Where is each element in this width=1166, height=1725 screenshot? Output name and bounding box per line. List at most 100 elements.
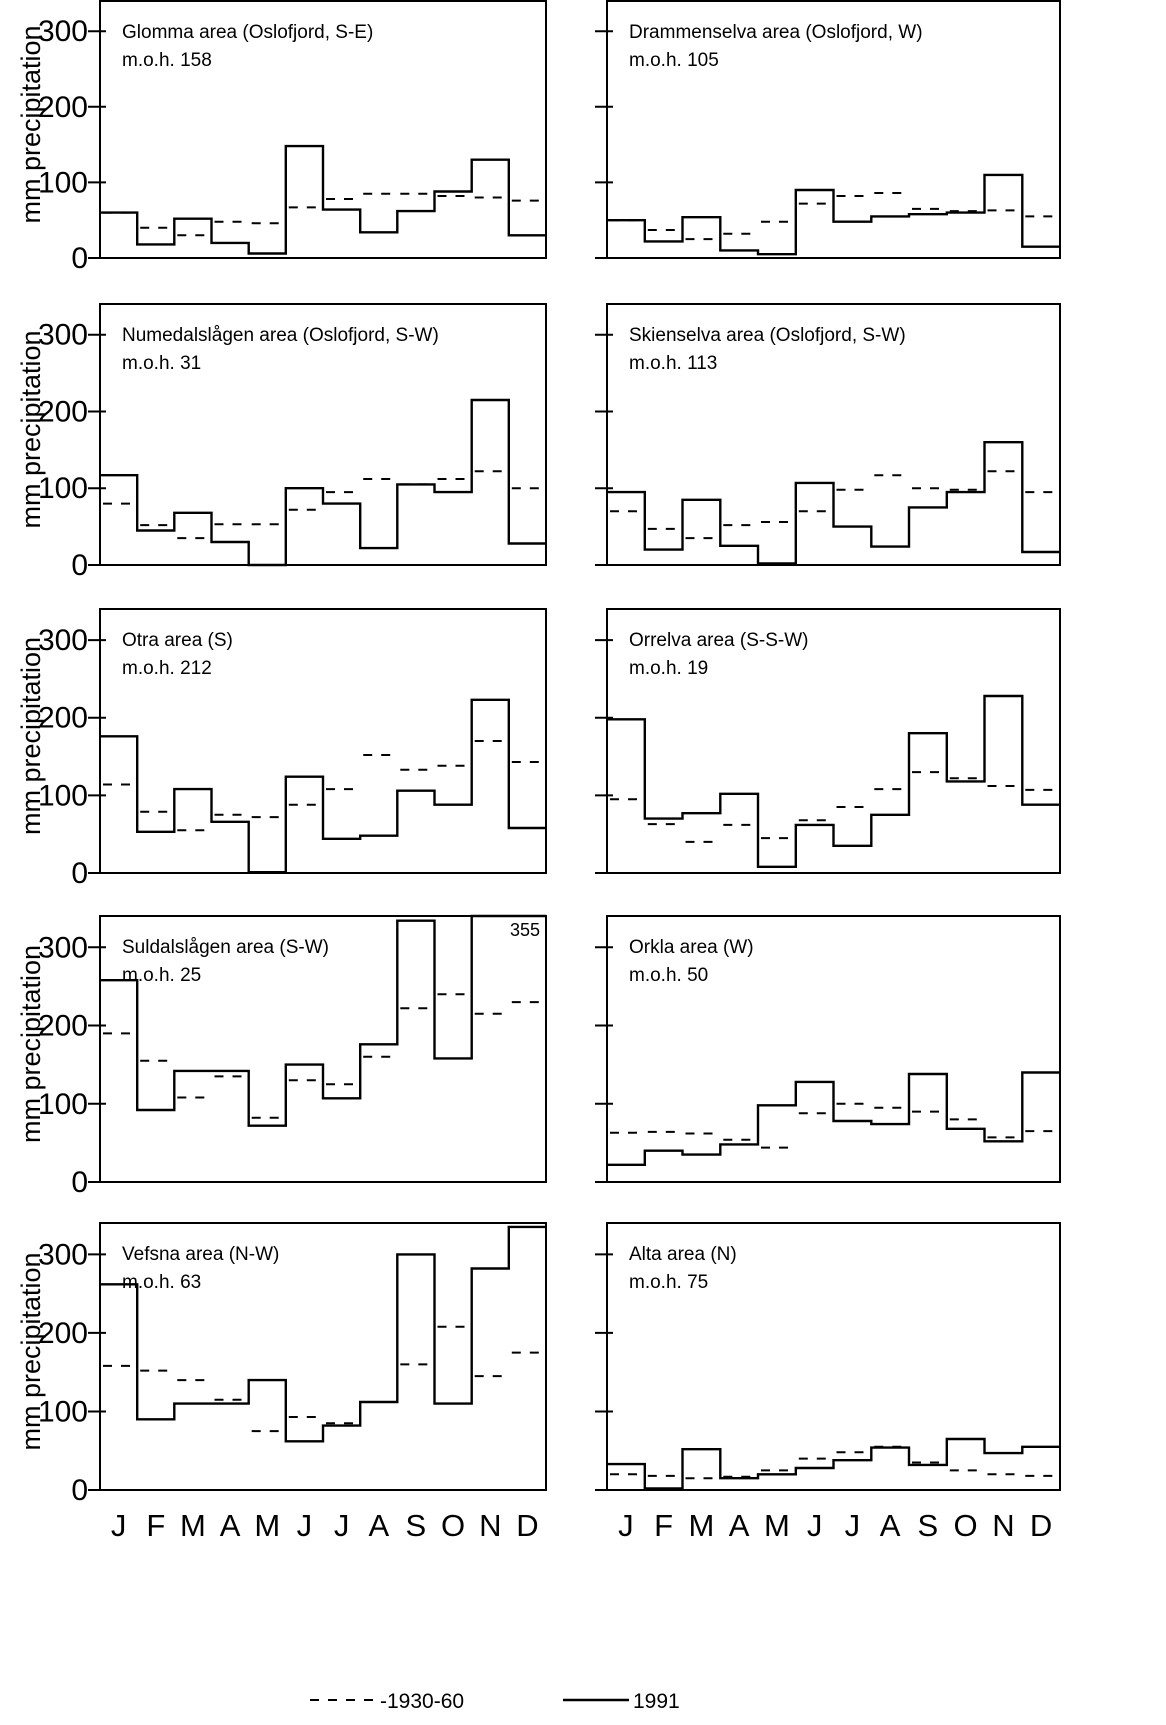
panel-8-ytick-label-0: 0 [71,1474,88,1507]
panel-0-ytick-label-100: 100 [38,166,88,199]
panel-2-ytick-label-300: 300 [38,319,88,352]
panel-8-ylabel: mm precipitation [16,1252,46,1450]
panel-0-moh: m.o.h. 158 [122,50,212,71]
panel-0-title: Glomma area (Oslofjord, S-E) [122,22,373,43]
panel-4-moh: m.o.h. 212 [122,658,212,679]
panel-3-title: Skienselva area (Oslofjord, S-W) [629,325,906,346]
panel-8-moh: m.o.h. 63 [122,1272,201,1293]
panel-4-title: Otra area (S) [122,630,233,651]
panel-6-moh: m.o.h. 25 [122,965,201,986]
panel-1-title: Drammenselva area (Oslofjord, W) [629,22,923,43]
panel-0-frame [99,0,547,259]
panel-8-obs-line [100,1225,546,1443]
panel-8-frame [99,1222,547,1491]
panel-8-xtick-9: O [441,1508,465,1543]
panel-7-moh: m.o.h. 50 [629,965,708,986]
panel-7-obs-line [607,1071,1060,1166]
panel-6-ylabel: mm precipitation [16,945,46,1143]
panel-4-ytick-label-100: 100 [38,779,88,812]
panel-2-title: Numedalslågen area (Oslofjord, S-W) [122,325,439,346]
panel-1-frame [606,0,1061,259]
panel-8-xtick-1: F [146,1508,165,1543]
panel-9-moh: m.o.h. 75 [629,1272,708,1293]
panel-8-xtick-0: J [111,1508,127,1543]
legend-label-normal: -1930-60 [380,1690,464,1713]
panel-6-title: Suldalslågen area (S-W) [122,937,329,958]
panel-8-xtick-8: S [406,1508,427,1543]
panel-0-ytick-label-0: 0 [71,242,88,275]
panel-1-moh: m.o.h. 105 [629,50,719,71]
panel-7: Orkla area (W) m.o.h. 50 [595,915,1061,1183]
panel-8-ytick-label-100: 100 [38,1396,88,1429]
panel-7-frame [606,915,1061,1183]
panel-1-obs-line [607,173,1060,256]
panel-4-frame [99,608,547,874]
panel-8-xtick-11: D [516,1508,538,1543]
panel-7-title: Orkla area (W) [629,937,754,958]
panel-8-xtick-3: A [220,1508,241,1543]
panel-3-obs-line [607,441,1060,565]
panel-9-xtick-7: A [880,1508,901,1543]
panel-4-ytick-label-0: 0 [71,857,88,890]
panel-2-ytick-label-200: 200 [38,396,88,429]
panel-9-obs-line [607,1437,1060,1490]
panel-6-annotation: 355 [510,920,540,940]
panel-8-title: Vefsna area (N-W) [122,1244,279,1265]
panel-3-frame [606,303,1061,566]
panel-9-xtick-5: J [807,1508,823,1543]
panel-5-title: Orrelva area (S-S-W) [629,630,808,651]
panel-2-obs-line [100,398,546,567]
panel-0-ytick-label-300: 300 [38,15,88,48]
panel-9-xtick-9: O [954,1508,978,1543]
panel-8-xtick-6: J [334,1508,350,1543]
panel-5: Orrelva area (S-S-W) m.o.h. 19 [595,608,1061,874]
panel-9-xtick-2: M [688,1508,714,1543]
panel-3: Skienselva area (Oslofjord, S-W) m.o.h. 1… [595,303,1061,566]
panel-5-obs-line [607,694,1060,868]
panel-9-xtick-0: J [618,1508,634,1543]
panel-3-moh: m.o.h. 113 [629,353,717,374]
panel-4-ylabel: mm precipitation [16,637,46,835]
panel-9-xtick-3: A [729,1508,750,1543]
panel-5-frame [606,608,1061,874]
panel-8-ytick-label-200: 200 [38,1317,88,1350]
panel-9-xtick-6: J [845,1508,861,1543]
legend-label-obs: 1991 [633,1690,680,1713]
panel-2-ytick-label-0: 0 [71,549,88,582]
panel-9-frame [606,1222,1061,1491]
panel-2-moh: m.o.h. 31 [122,353,201,374]
panel-6-ytick-label-100: 100 [38,1088,88,1121]
panel-4-ytick-label-300: 300 [38,624,88,657]
panel-9-xtick-8: S [918,1508,939,1543]
panel-8-xtick-7: A [368,1508,389,1543]
panel-9-xtick-10: N [992,1508,1014,1543]
panel-4-obs-line [100,698,546,874]
panel-6-frame [99,915,547,1183]
panel-2-ytick-label-100: 100 [38,472,88,505]
panel-4-ytick-label-200: 200 [38,702,88,735]
panel-8-xtick-10: N [479,1508,501,1543]
panel-5-moh: m.o.h. 19 [629,658,708,679]
panel-8-xtick-5: J [297,1508,313,1543]
panel-9-xtick-11: D [1030,1508,1052,1543]
panel-6-ytick-label-300: 300 [38,931,88,964]
panel-6-obs-line [100,914,546,1127]
legend: -1930-60 1991 [310,1690,680,1713]
panel-2-ylabel: mm precipitation [16,330,46,528]
panel-8-ytick-label-300: 300 [38,1238,88,1271]
panel-8-xtick-4: M [254,1508,280,1543]
panel-1: Drammenselva area (Oslofjord, W) m.o.h. 1… [595,0,1061,259]
panel-6-ytick-label-200: 200 [38,1010,88,1043]
panel-9: Alta area (N)m.o.h. 75J F M A M J J A S O N D [595,1222,1061,1543]
panel-9-xtick-1: F [654,1508,673,1543]
panel-6-ytick-label-0: 0 [71,1166,88,1199]
panel-9-xtick-4: M [764,1508,790,1543]
panel-2-frame [99,303,547,566]
panel-8-xtick-2: M [180,1508,206,1543]
